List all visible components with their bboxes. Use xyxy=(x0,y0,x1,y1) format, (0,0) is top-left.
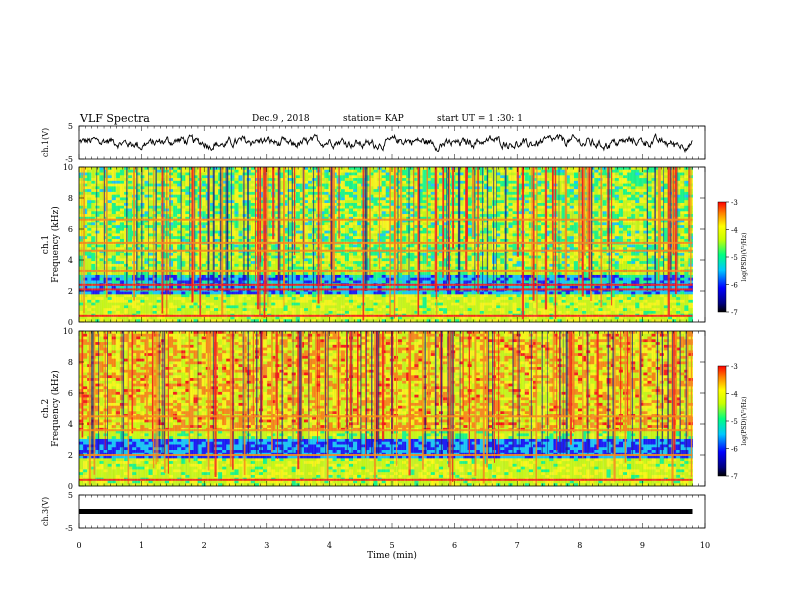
y-tick-label: 5 xyxy=(68,122,73,131)
start-time-label: start UT = 1 :30: 1 xyxy=(437,114,523,124)
station-label: station= KAP xyxy=(343,114,404,124)
date-label: Dec.9 , 2018 xyxy=(252,114,310,124)
y-axis-label: ch.1(V) xyxy=(41,128,50,157)
ch1-waveform-line xyxy=(78,132,693,154)
figure-title: VLF Spectra xyxy=(80,112,150,125)
y-tick-label: -5 xyxy=(65,155,73,164)
